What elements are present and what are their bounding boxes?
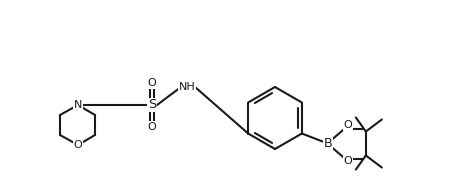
Text: O: O [74,140,82,150]
Text: N: N [74,100,82,110]
Text: O: O [344,121,352,130]
Text: NH: NH [179,82,196,92]
Text: O: O [147,122,156,132]
Text: S: S [148,98,156,112]
Text: O: O [344,157,352,167]
Text: O: O [147,78,156,88]
Text: B: B [323,137,332,150]
